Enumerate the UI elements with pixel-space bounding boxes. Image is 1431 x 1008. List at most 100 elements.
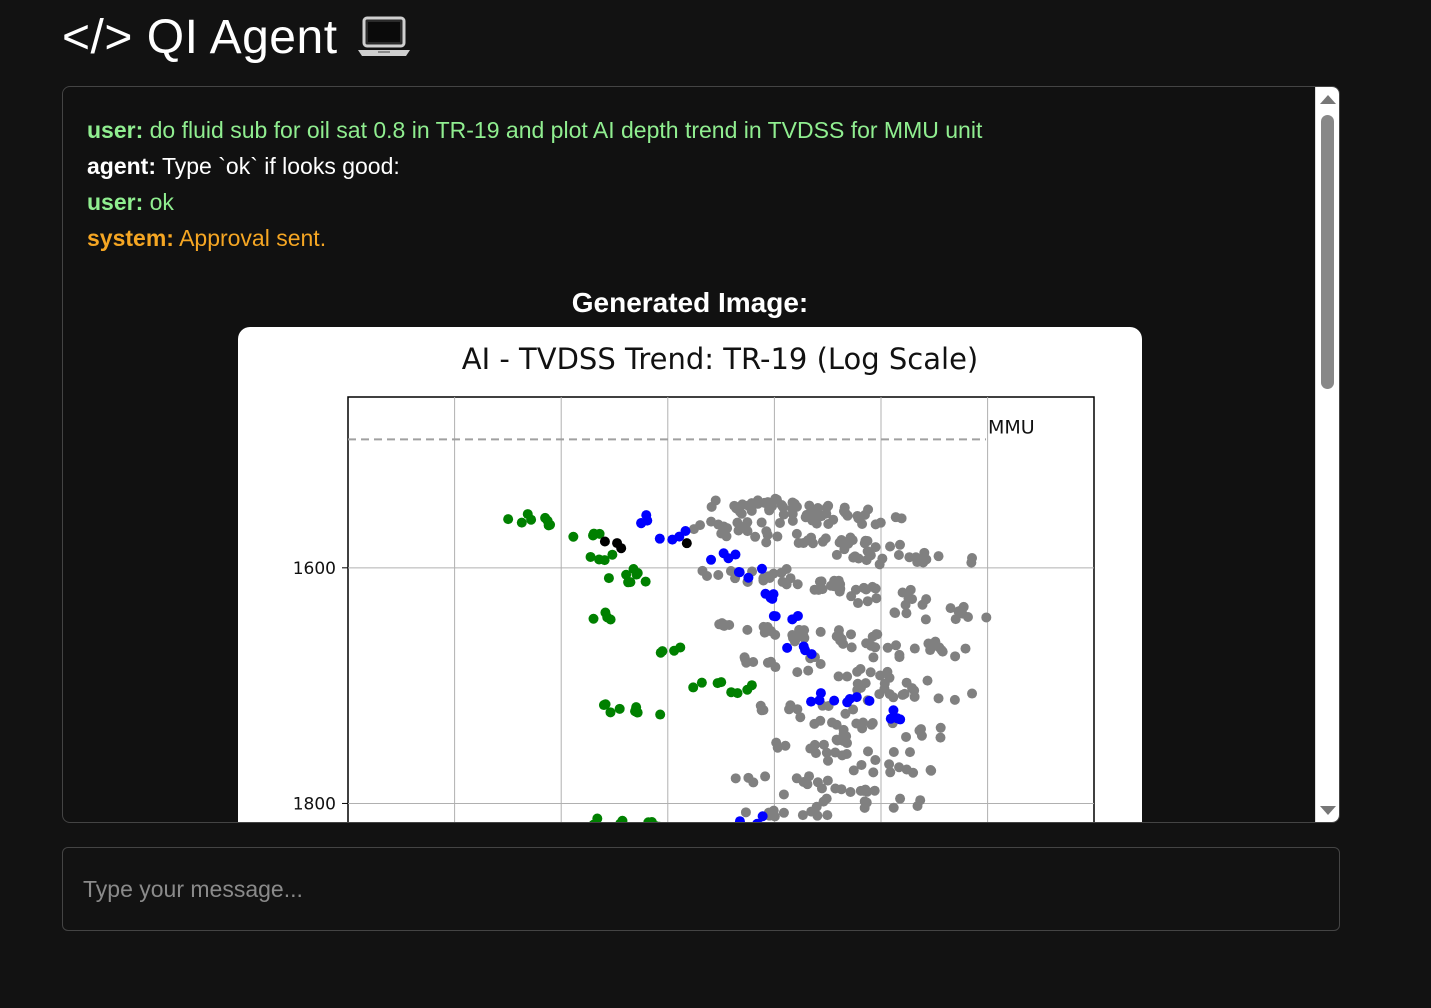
data-point bbox=[848, 765, 859, 776]
data-point bbox=[821, 503, 832, 514]
chat-scrollbar[interactable] bbox=[1315, 87, 1339, 822]
data-point bbox=[833, 671, 844, 682]
data-point bbox=[770, 629, 781, 640]
data-point bbox=[782, 642, 793, 653]
data-point bbox=[526, 514, 537, 525]
data-point bbox=[681, 538, 692, 549]
data-point bbox=[846, 642, 857, 653]
data-point bbox=[716, 528, 727, 539]
data-point bbox=[950, 614, 961, 625]
laptop-icon bbox=[357, 16, 410, 56]
data-point bbox=[909, 691, 920, 702]
data-point bbox=[696, 677, 707, 688]
data-point bbox=[818, 796, 829, 807]
data-point bbox=[933, 693, 944, 704]
scroll-up-arrow-icon[interactable] bbox=[1316, 89, 1339, 109]
data-point bbox=[588, 613, 599, 624]
data-point bbox=[816, 783, 827, 794]
data-point bbox=[894, 762, 905, 773]
data-point bbox=[818, 739, 829, 750]
data-point bbox=[741, 657, 752, 668]
data-point bbox=[862, 596, 873, 607]
data-point bbox=[803, 665, 814, 676]
message-input-container[interactable] bbox=[62, 847, 1340, 931]
message-role: user: bbox=[87, 117, 144, 143]
data-point bbox=[706, 501, 717, 512]
data-point bbox=[821, 747, 832, 758]
data-point bbox=[885, 541, 896, 552]
tick-layer: 1600 1800 bbox=[293, 559, 348, 814]
data-point bbox=[839, 544, 850, 555]
data-point bbox=[760, 771, 771, 782]
data-point bbox=[743, 772, 754, 783]
data-point bbox=[908, 767, 919, 778]
data-point bbox=[764, 572, 775, 583]
data-point bbox=[817, 536, 828, 547]
data-point bbox=[615, 818, 625, 822]
data-point bbox=[756, 517, 767, 528]
data-point bbox=[646, 817, 657, 822]
data-point bbox=[864, 695, 875, 706]
data-point bbox=[837, 750, 848, 761]
data-point bbox=[636, 518, 647, 529]
message-text: do fluid sub for oil sat 0.8 in TR-19 an… bbox=[149, 117, 983, 143]
data-point bbox=[981, 612, 992, 623]
data-point bbox=[874, 689, 885, 700]
data-point bbox=[921, 594, 932, 605]
data-point bbox=[869, 785, 880, 796]
generated-image-heading: Generated Image: bbox=[571, 287, 809, 318]
data-point bbox=[823, 755, 834, 766]
data-point bbox=[588, 530, 599, 541]
data-point bbox=[912, 800, 923, 811]
mmu-marker-label: MMU bbox=[988, 416, 1035, 438]
data-point bbox=[799, 633, 810, 644]
data-point bbox=[945, 603, 956, 614]
data-point bbox=[922, 675, 933, 686]
data-point bbox=[776, 567, 787, 578]
data-point bbox=[654, 533, 665, 544]
data-point bbox=[740, 807, 751, 818]
data-point bbox=[780, 740, 791, 751]
data-point bbox=[568, 531, 579, 542]
data-point bbox=[730, 773, 741, 784]
data-point bbox=[792, 610, 803, 621]
data-point bbox=[858, 785, 869, 796]
data-point bbox=[603, 573, 614, 584]
data-point bbox=[791, 528, 802, 539]
data-point bbox=[814, 695, 825, 706]
data-point bbox=[834, 586, 845, 597]
data-point bbox=[895, 793, 906, 804]
data-point bbox=[621, 569, 632, 580]
data-point bbox=[888, 747, 899, 758]
chat-history-panel[interactable]: user: do fluid sub for oil sat 0.8 in TR… bbox=[62, 86, 1340, 823]
data-point bbox=[756, 705, 767, 716]
scrollbar-thumb[interactable] bbox=[1321, 115, 1334, 389]
chat-scroll-area[interactable]: user: do fluid sub for oil sat 0.8 in TR… bbox=[63, 87, 1315, 822]
data-point bbox=[743, 572, 754, 583]
data-point bbox=[872, 629, 883, 640]
data-point bbox=[967, 552, 978, 563]
data-point bbox=[950, 651, 961, 662]
data-point bbox=[697, 565, 708, 576]
scroll-down-arrow-icon[interactable] bbox=[1316, 800, 1339, 820]
data-point bbox=[863, 746, 874, 757]
data-point bbox=[605, 614, 616, 625]
data-point bbox=[865, 640, 876, 651]
chart-title: AI - TVDSS Trend: TR-19 (Log Scale) bbox=[462, 342, 979, 376]
data-point bbox=[884, 759, 895, 770]
data-point bbox=[614, 703, 625, 714]
message-input[interactable] bbox=[63, 848, 1339, 930]
data-point bbox=[826, 580, 837, 591]
data-point bbox=[761, 537, 772, 548]
data-point bbox=[718, 548, 729, 559]
data-point bbox=[895, 539, 906, 550]
data-point bbox=[893, 549, 904, 560]
chart-svg: AI - TVDSS Trend: TR-19 (Log Scale) MMU … bbox=[293, 342, 1095, 822]
data-point bbox=[657, 646, 668, 657]
data-point bbox=[688, 682, 699, 693]
data-point bbox=[716, 677, 727, 688]
data-point bbox=[761, 526, 772, 537]
message-text: Type `ok` if looks good: bbox=[161, 153, 400, 179]
data-point bbox=[743, 500, 754, 511]
data-point bbox=[605, 707, 616, 718]
